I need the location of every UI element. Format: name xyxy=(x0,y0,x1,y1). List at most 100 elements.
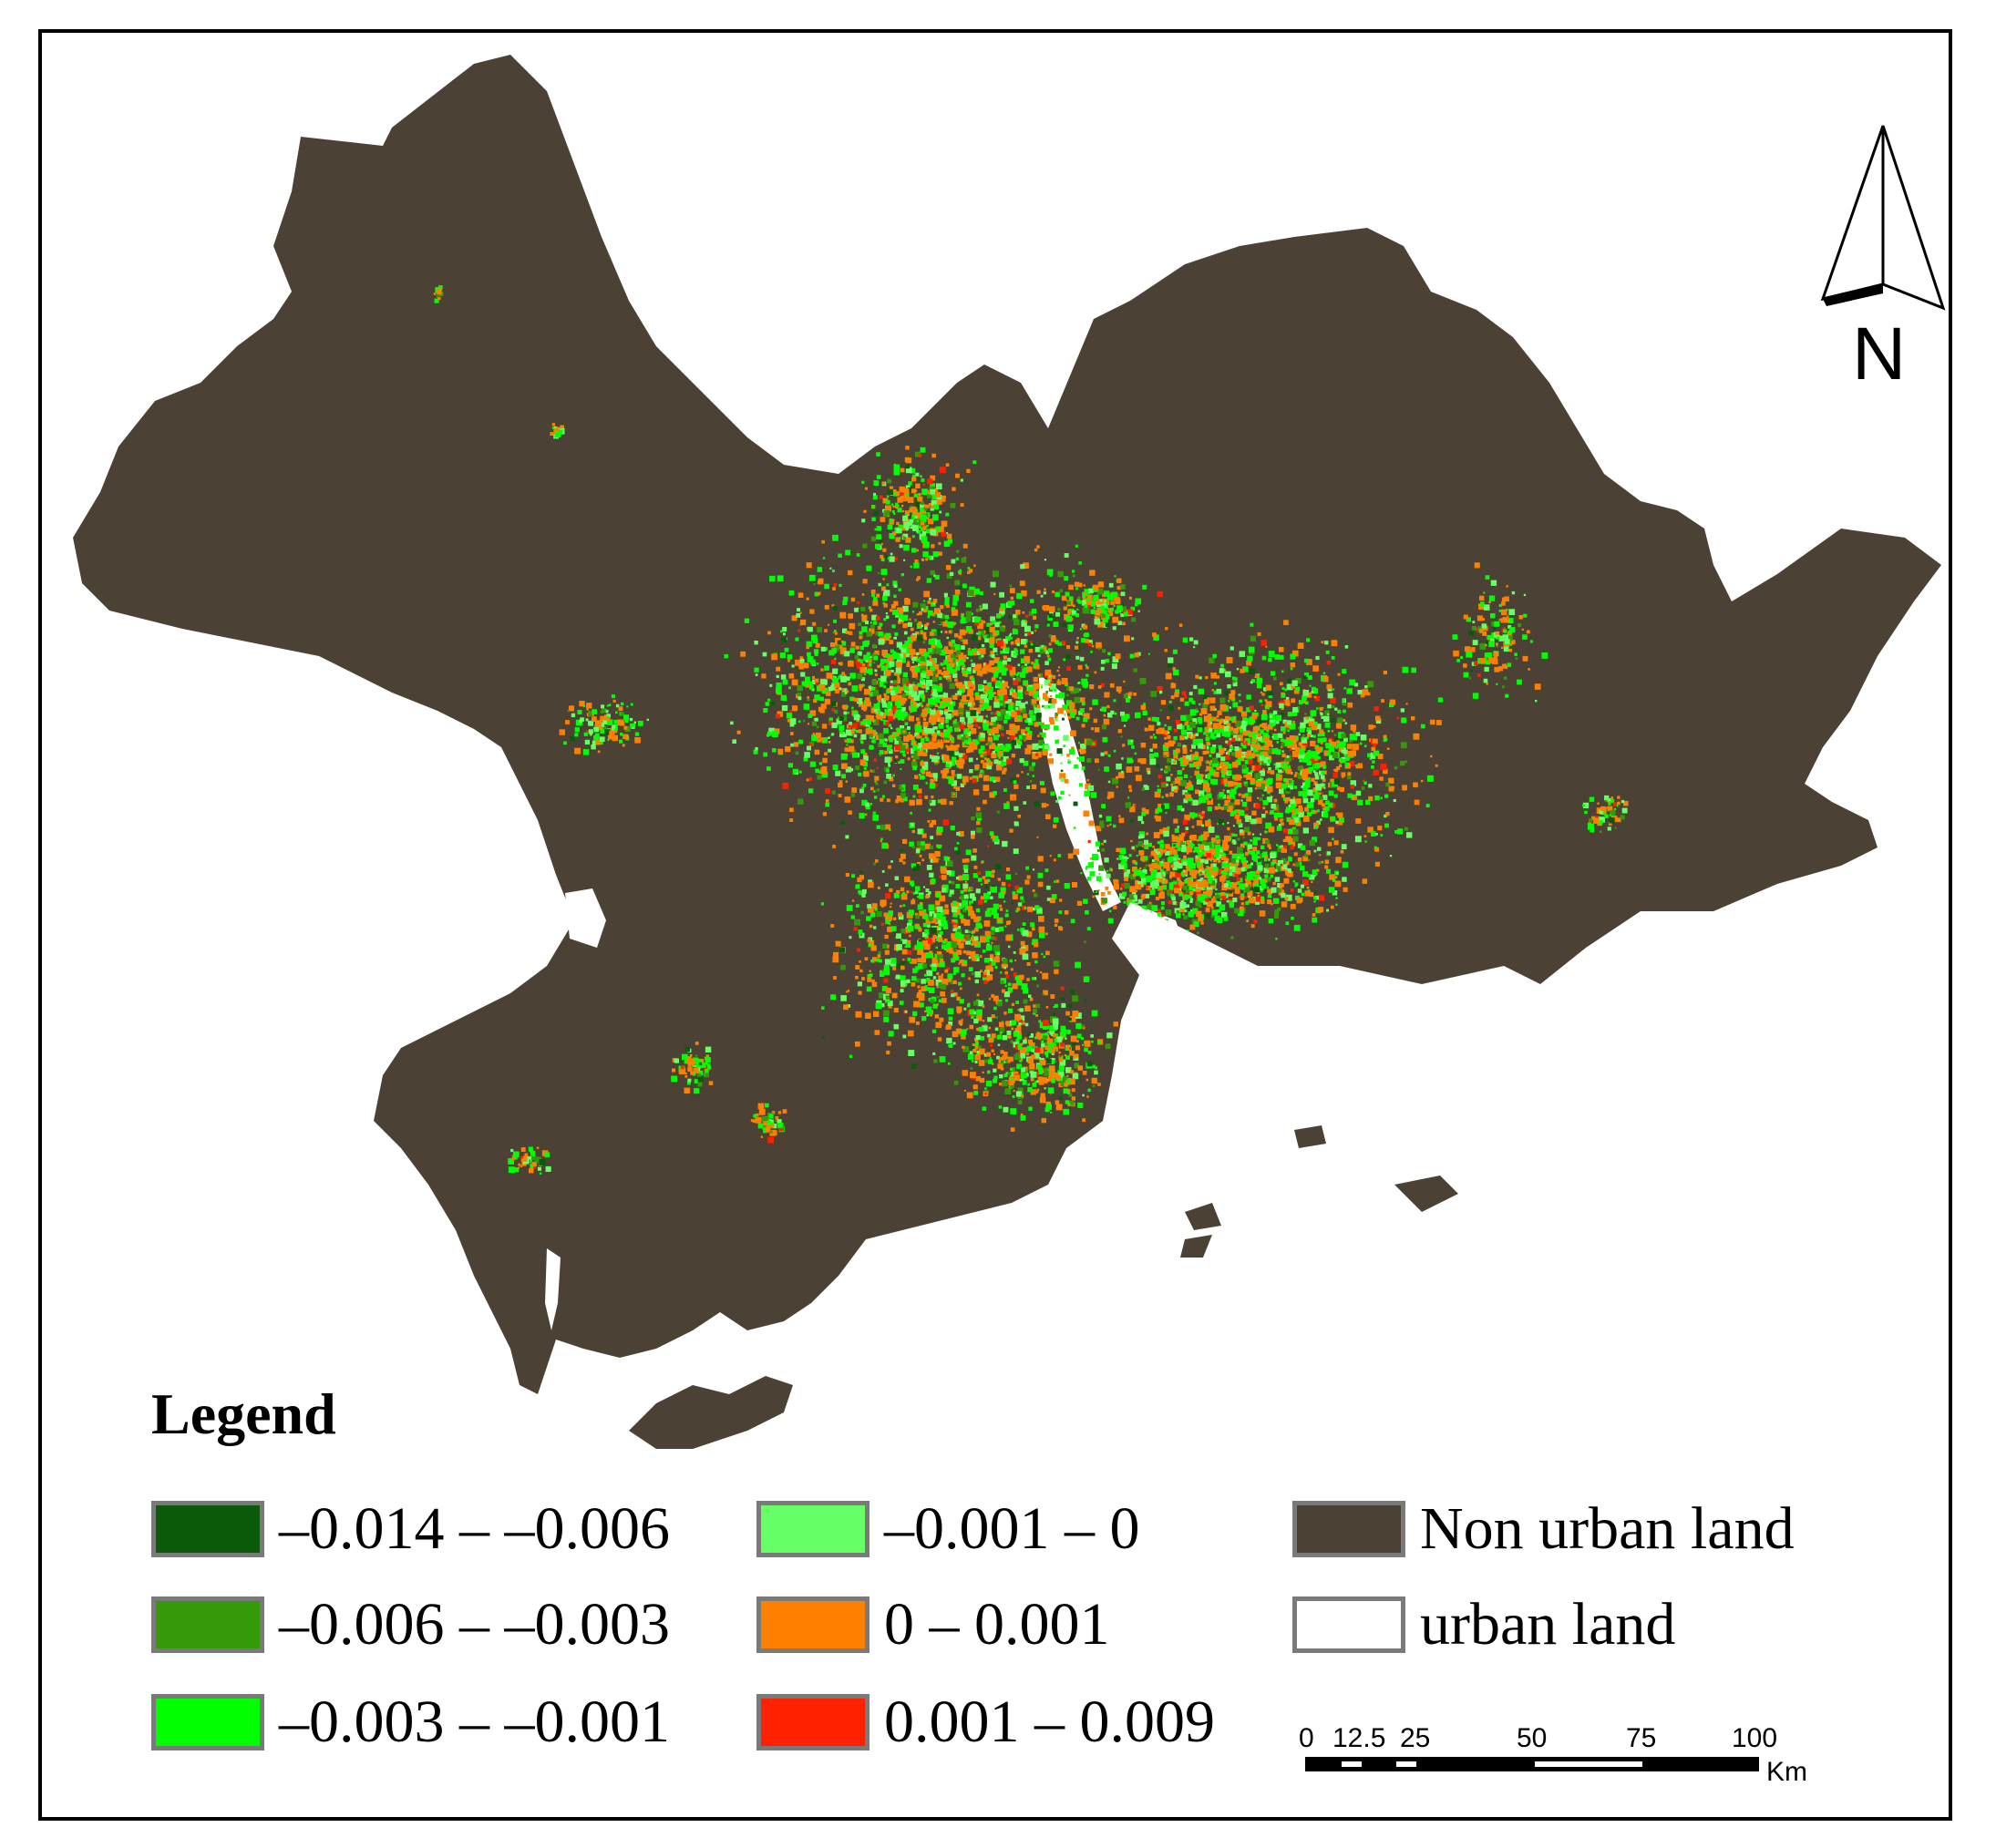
value-pixel xyxy=(950,739,955,744)
value-pixel xyxy=(1150,850,1156,856)
value-pixel xyxy=(824,698,830,705)
value-pixel xyxy=(849,648,855,653)
value-pixel xyxy=(1180,780,1187,786)
value-pixel xyxy=(1326,661,1332,665)
value-pixel xyxy=(808,723,810,725)
value-pixel xyxy=(1100,666,1105,671)
value-pixel xyxy=(1197,931,1199,935)
value-pixel xyxy=(1268,826,1275,833)
value-pixel xyxy=(828,717,833,722)
value-pixel xyxy=(1196,774,1201,779)
value-pixel xyxy=(1262,701,1265,704)
value-pixel xyxy=(1229,716,1233,721)
value-pixel xyxy=(928,742,934,748)
value-pixel xyxy=(927,820,931,823)
value-pixel xyxy=(1200,921,1204,925)
value-pixel xyxy=(1055,715,1058,719)
value-pixel xyxy=(1136,890,1137,892)
value-pixel xyxy=(879,738,885,744)
value-pixel xyxy=(1275,749,1281,755)
value-pixel xyxy=(1124,635,1130,642)
value-pixel xyxy=(1281,726,1286,732)
value-pixel xyxy=(1302,797,1309,804)
value-pixel xyxy=(886,769,890,773)
value-pixel xyxy=(1314,763,1321,769)
value-pixel xyxy=(1262,806,1266,810)
value-pixel xyxy=(933,778,936,782)
value-pixel xyxy=(1324,743,1328,745)
value-pixel xyxy=(1374,861,1380,867)
value-pixel xyxy=(997,760,1002,765)
value-pixel xyxy=(917,896,920,898)
value-pixel xyxy=(1218,744,1222,749)
value-pixel xyxy=(905,650,910,655)
value-pixel xyxy=(911,656,916,662)
value-pixel xyxy=(863,771,869,777)
value-pixel xyxy=(919,659,925,665)
value-pixel xyxy=(996,722,999,724)
value-pixel xyxy=(1006,868,1011,872)
value-pixel xyxy=(1377,826,1383,831)
value-pixel xyxy=(850,644,856,650)
value-pixel xyxy=(849,723,854,728)
value-pixel xyxy=(1272,881,1276,886)
value-pixel xyxy=(1307,675,1312,680)
value-pixel xyxy=(1286,755,1290,758)
value-pixel xyxy=(767,734,770,737)
value-pixel xyxy=(1293,774,1297,777)
value-pixel xyxy=(1323,715,1330,723)
value-pixel xyxy=(1152,846,1155,848)
value-pixel xyxy=(1198,916,1203,922)
value-pixel xyxy=(763,708,768,714)
value-pixel xyxy=(1295,686,1301,692)
value-pixel xyxy=(1326,909,1329,912)
value-pixel xyxy=(1316,707,1319,710)
value-pixel xyxy=(873,790,876,793)
value-pixel xyxy=(885,612,888,615)
value-pixel xyxy=(835,770,841,776)
value-pixel xyxy=(993,791,997,796)
value-pixel xyxy=(930,570,935,576)
value-pixel xyxy=(1337,787,1341,791)
value-pixel xyxy=(1204,859,1209,865)
value-pixel xyxy=(986,622,991,627)
value-pixel xyxy=(1261,723,1268,729)
value-pixel xyxy=(1274,909,1280,915)
value-pixel xyxy=(917,748,921,751)
value-pixel xyxy=(1302,690,1310,696)
value-pixel xyxy=(909,649,916,655)
value-pixel xyxy=(1141,821,1145,825)
value-pixel xyxy=(1313,794,1319,799)
value-pixel xyxy=(965,616,972,622)
value-pixel xyxy=(1355,790,1362,796)
value-pixel xyxy=(1041,724,1045,729)
value-pixel xyxy=(1230,936,1234,939)
value-pixel xyxy=(1205,868,1209,872)
value-pixel xyxy=(1210,915,1214,919)
value-pixel xyxy=(943,755,950,761)
value-pixel xyxy=(1164,755,1168,758)
value-pixel xyxy=(881,703,888,708)
value-pixel xyxy=(1386,747,1390,750)
value-pixel xyxy=(869,726,873,731)
value-pixel xyxy=(1150,691,1157,697)
value-pixel xyxy=(1064,883,1070,889)
value-pixel xyxy=(795,637,799,642)
value-pixel xyxy=(1095,890,1097,893)
value-pixel xyxy=(1327,751,1332,755)
value-pixel xyxy=(1411,667,1416,673)
value-pixel xyxy=(1242,836,1245,838)
value-pixel xyxy=(1343,709,1346,714)
value-pixel xyxy=(969,586,975,593)
value-pixel xyxy=(849,768,854,772)
value-pixel xyxy=(1105,659,1109,663)
value-pixel xyxy=(1320,796,1323,800)
value-pixel xyxy=(1103,839,1106,843)
value-pixel xyxy=(911,634,917,642)
value-pixel xyxy=(1326,868,1332,874)
value-pixel xyxy=(1183,774,1188,779)
value-pixel xyxy=(1007,657,1012,662)
value-pixel xyxy=(1199,794,1203,797)
value-pixel xyxy=(1236,668,1240,671)
value-pixel xyxy=(1213,682,1217,685)
